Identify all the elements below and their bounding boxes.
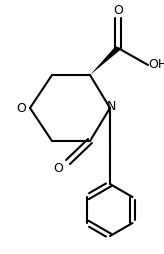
Text: O: O bbox=[53, 163, 63, 176]
Text: O: O bbox=[16, 102, 26, 115]
Text: OH: OH bbox=[148, 58, 164, 71]
Text: O: O bbox=[113, 5, 123, 18]
Text: N: N bbox=[106, 101, 116, 114]
Polygon shape bbox=[90, 46, 120, 75]
